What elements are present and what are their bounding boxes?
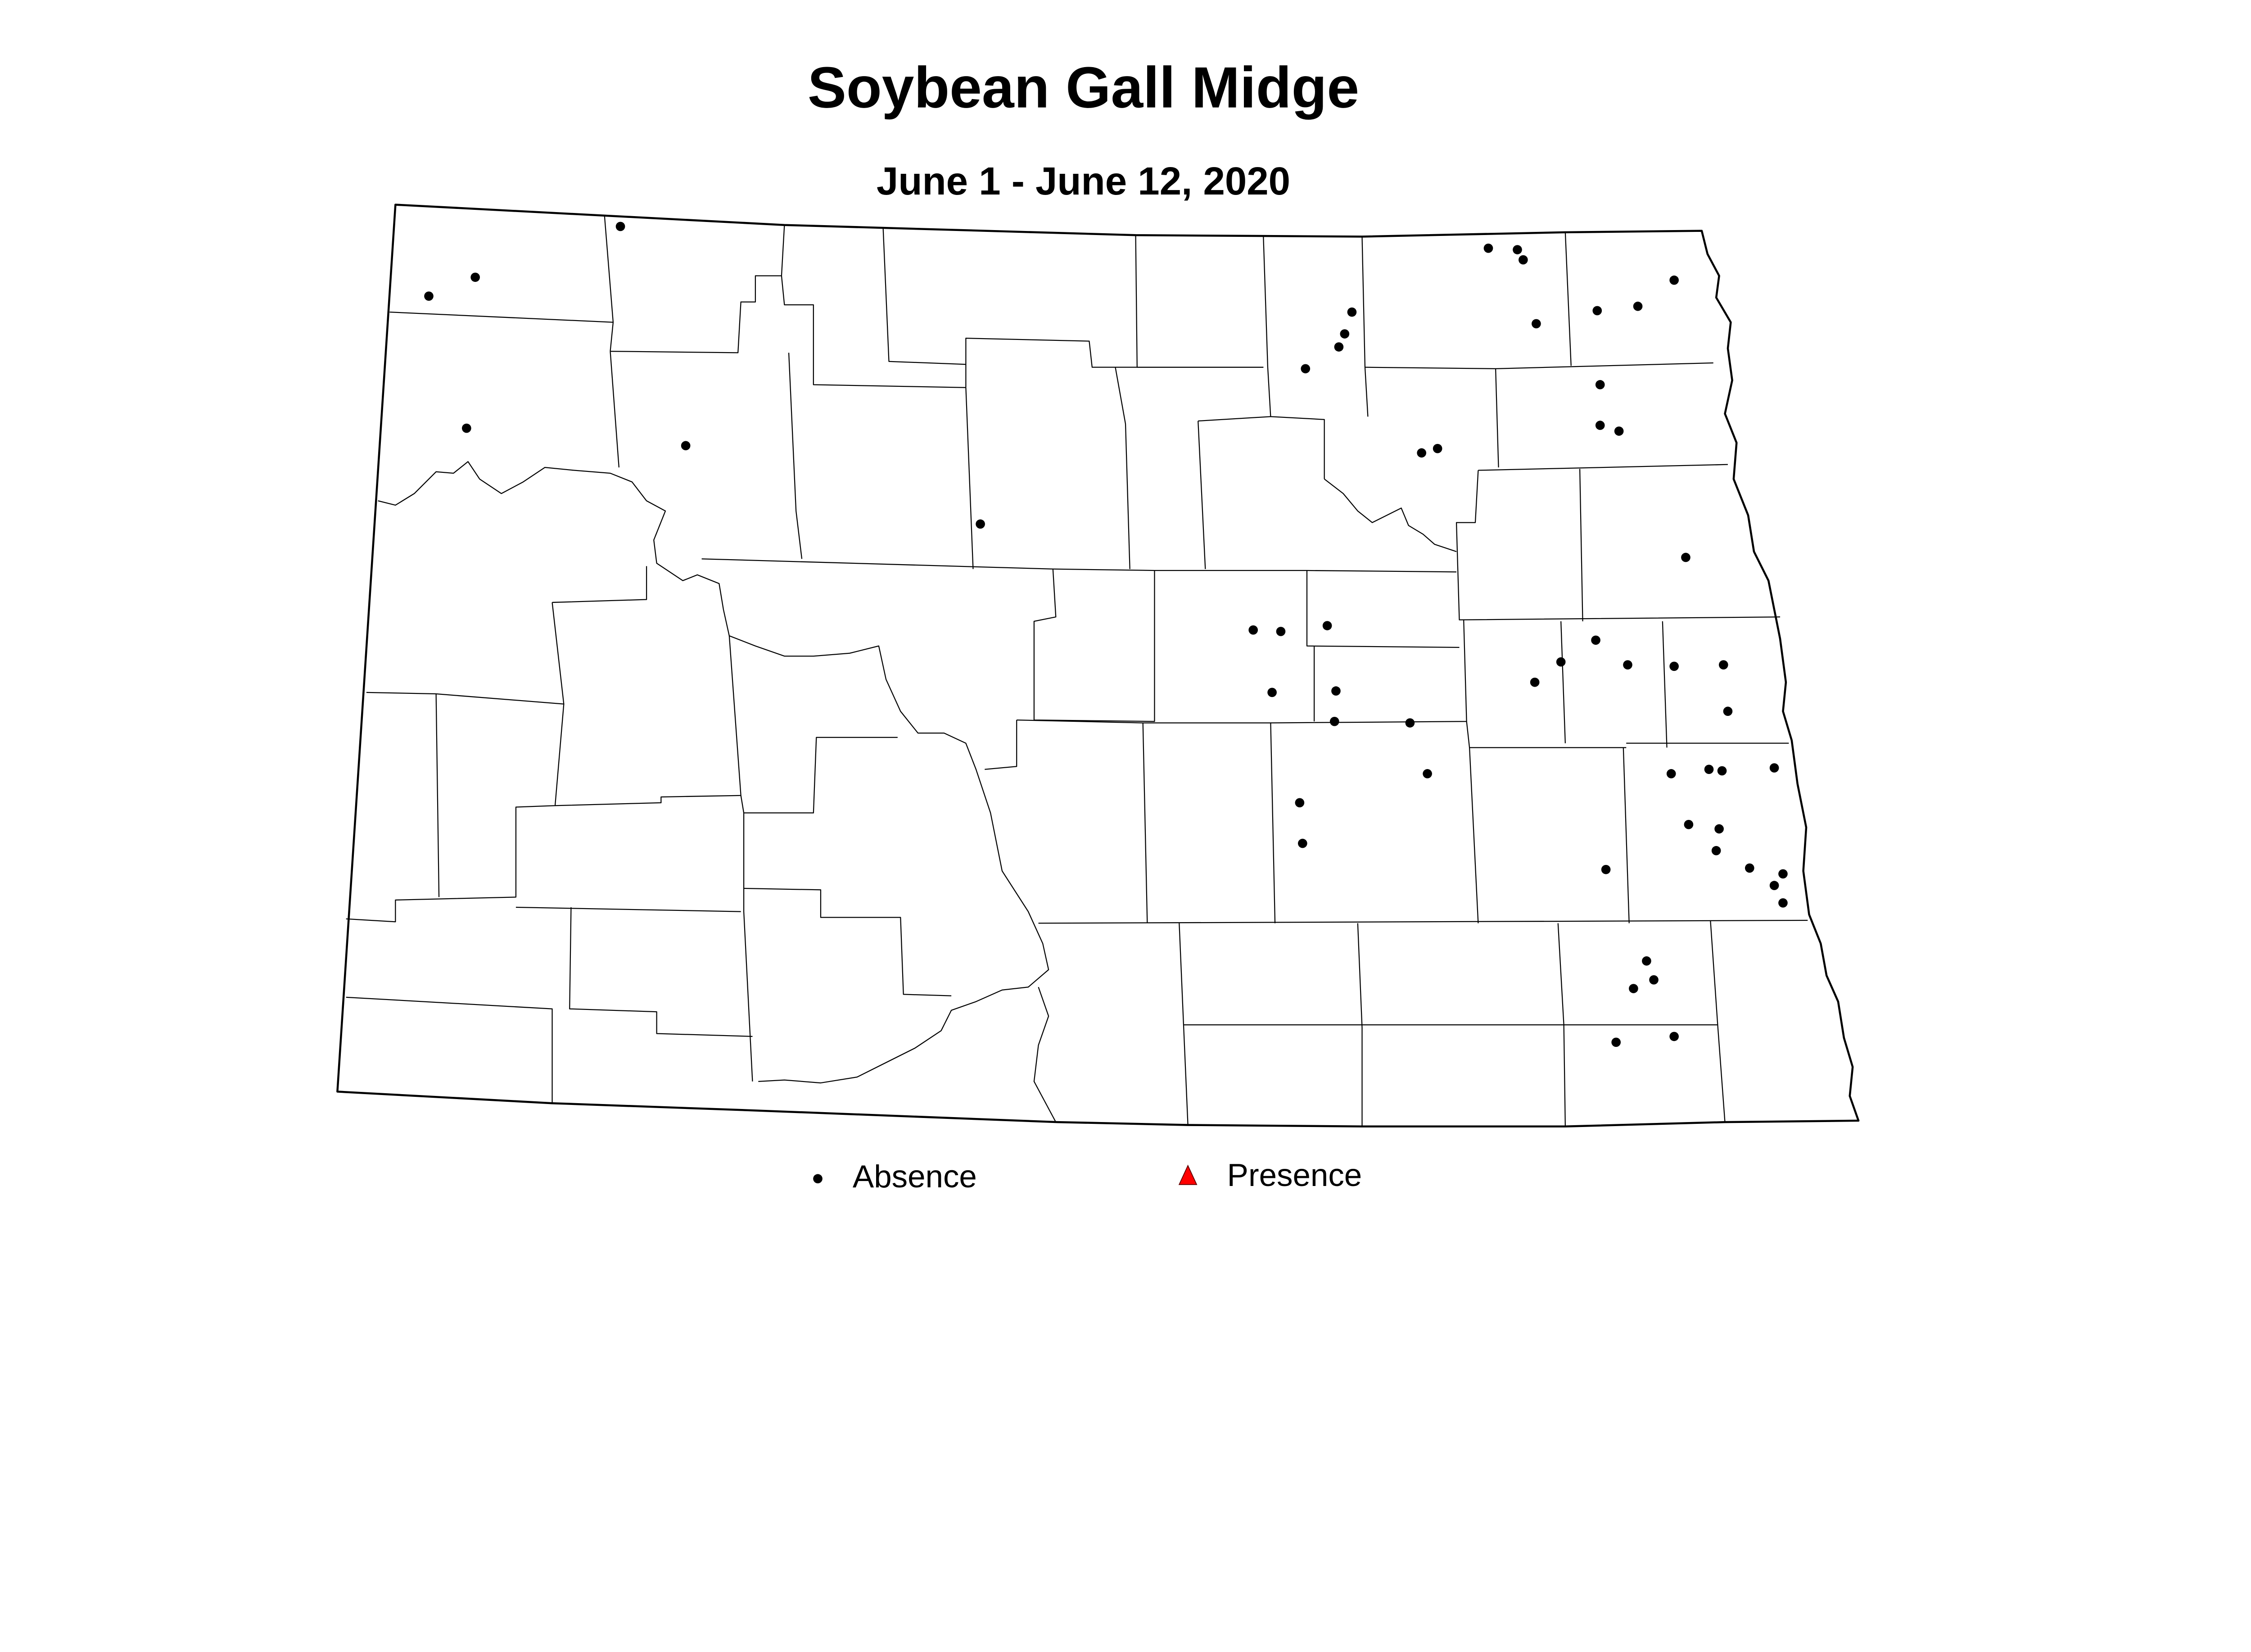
absence-site-marker <box>1595 421 1605 430</box>
absence-site-marker <box>1723 706 1733 716</box>
absence-site-marker <box>1295 798 1305 808</box>
absence-site-marker <box>462 423 471 433</box>
absence-site-marker <box>1669 275 1679 285</box>
absence-site-marker <box>1669 1032 1679 1041</box>
map-title: Soybean Gall Midge <box>808 55 1359 120</box>
absence-site-marker <box>1340 329 1350 339</box>
absence-site-marker <box>1666 769 1676 778</box>
absence-site-marker <box>1591 635 1600 645</box>
absence-site-marker <box>1298 838 1307 848</box>
absence-site-marker <box>1718 660 1728 670</box>
absence-site-marker <box>1711 846 1721 855</box>
absence-site-marker <box>1778 869 1788 879</box>
absence-site-marker <box>1592 306 1602 316</box>
absence-site-marker <box>1331 686 1341 696</box>
absence-site-marker <box>1769 881 1779 890</box>
absence-site-marker <box>1423 769 1432 778</box>
lake-boundary <box>1324 479 1457 552</box>
absence-site-marker <box>1595 380 1605 389</box>
legend-item-absence: Absence <box>813 1159 977 1195</box>
absence-site-marker <box>1417 448 1427 458</box>
absence-site-marker <box>1267 688 1277 697</box>
absence-site-marker <box>976 519 985 529</box>
absence-site-marker <box>1669 661 1679 671</box>
absence-dot-icon <box>813 1174 823 1184</box>
legend-label-presence: Presence <box>1227 1158 1362 1193</box>
absence-site-marker <box>1530 677 1540 687</box>
absence-site-marker <box>1717 766 1727 776</box>
river-boundary <box>378 461 1049 1084</box>
absence-site-marker <box>1778 898 1788 908</box>
absence-site-marker <box>1623 660 1632 670</box>
absence-site-marker <box>1334 342 1344 352</box>
absence-site-marker <box>1248 625 1258 635</box>
absence-site-marker <box>1483 243 1493 253</box>
absence-site-marker <box>424 291 434 301</box>
map-subtitle: June 1 - June 12, 2020 <box>877 159 1290 203</box>
absence-site-marker <box>1611 1037 1621 1047</box>
map-figure: Soybean Gall Midge June 1 - June 12, 202… <box>336 55 1860 1195</box>
absence-site-marker <box>1745 863 1754 873</box>
absence-site-marker <box>1433 444 1442 453</box>
absence-site-marker <box>681 441 691 451</box>
absence-site-marker <box>1642 956 1651 966</box>
absence-site-marker <box>1532 319 1541 329</box>
absence-site-marker <box>1322 621 1332 630</box>
absence-site-marker <box>1681 552 1691 562</box>
absence-site-marker <box>1329 716 1339 726</box>
absence-site-marker <box>1347 307 1357 317</box>
absence-site-marker <box>1556 657 1566 667</box>
survey-points <box>424 222 1788 1047</box>
legend-item-presence: Presence <box>1178 1158 1362 1193</box>
absence-site-marker <box>1769 763 1779 773</box>
absence-site-marker <box>1513 245 1522 254</box>
absence-site-marker <box>1405 718 1415 728</box>
absence-site-marker <box>615 222 625 231</box>
absence-site-marker <box>1629 984 1638 993</box>
absence-site-marker <box>1633 301 1643 311</box>
absence-site-marker <box>1614 426 1624 436</box>
absence-site-marker <box>1519 255 1528 265</box>
absence-site-marker <box>470 272 480 282</box>
absence-site-marker <box>1301 364 1311 374</box>
river-boundary <box>1033 987 1057 1122</box>
absence-site-marker <box>1704 765 1714 774</box>
absence-site-marker <box>1714 824 1724 834</box>
legend: Absence Presence <box>813 1158 1362 1195</box>
legend-label-absence: Absence <box>853 1159 977 1195</box>
absence-site-marker <box>1276 627 1286 636</box>
state-map <box>336 204 1860 1128</box>
absence-site-marker <box>1649 975 1659 985</box>
absence-site-marker <box>1684 819 1694 829</box>
presence-triangle-icon <box>1178 1164 1198 1185</box>
absence-site-marker <box>1601 864 1611 874</box>
